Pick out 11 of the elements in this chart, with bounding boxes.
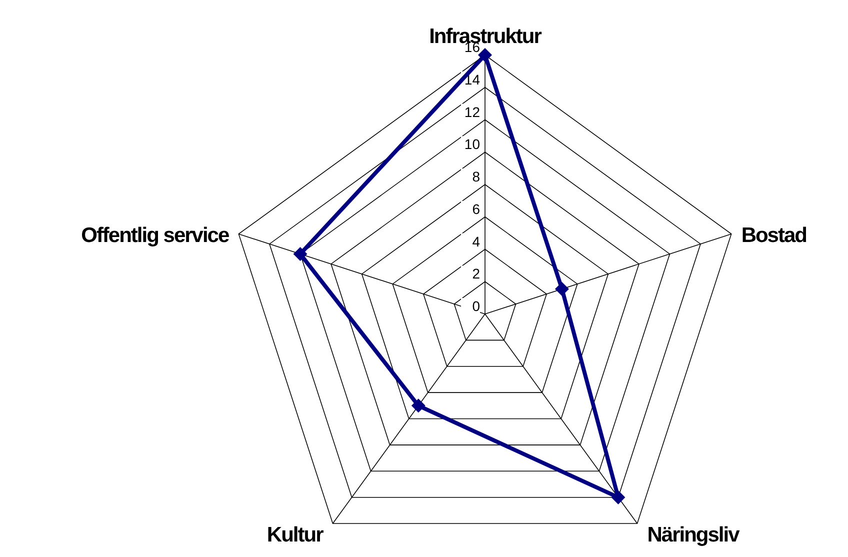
y-tick-label: 8 xyxy=(472,168,480,184)
y-tick-label: 4 xyxy=(472,233,480,250)
y-tick-label: 0 xyxy=(472,298,480,314)
spoke-label: Näringsliv xyxy=(647,524,740,547)
y-tick-label: 10 xyxy=(464,136,480,152)
spoke-label: Kultur xyxy=(266,524,324,547)
y-tick-label: 2 xyxy=(472,266,480,282)
spoke-label: Bostad xyxy=(741,224,807,247)
y-tick-label: 12 xyxy=(464,104,480,120)
y-tick-label: 6 xyxy=(472,200,480,217)
spoke-label: Offentlig service xyxy=(81,224,229,247)
